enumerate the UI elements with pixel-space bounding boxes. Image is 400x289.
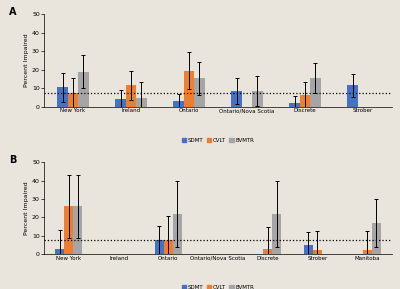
Bar	[173, 214, 182, 254]
Bar	[136, 98, 147, 107]
Bar	[252, 91, 263, 107]
Bar	[68, 93, 78, 107]
Bar	[164, 240, 173, 254]
Legend: SDMT, CVLT, BVMTR: SDMT, CVLT, BVMTR	[181, 285, 255, 289]
Bar	[231, 91, 242, 107]
Bar	[78, 72, 89, 107]
Bar	[272, 214, 281, 254]
Bar	[126, 86, 136, 107]
Bar	[115, 99, 126, 107]
Bar	[64, 206, 73, 254]
Bar	[56, 249, 64, 254]
Bar	[263, 249, 272, 254]
Bar	[310, 78, 321, 107]
Bar	[289, 103, 300, 107]
Bar	[372, 223, 380, 254]
Text: A: A	[9, 7, 17, 17]
Bar	[347, 86, 358, 107]
Y-axis label: Percent Impaired: Percent Impaired	[24, 181, 29, 235]
Text: B: B	[9, 155, 16, 165]
Bar	[304, 245, 313, 254]
Bar	[184, 71, 194, 107]
Legend: SDMT, CVLT, BVMTR: SDMT, CVLT, BVMTR	[181, 137, 255, 143]
Bar	[155, 240, 164, 254]
Bar	[194, 78, 205, 107]
Bar	[73, 206, 82, 254]
Bar	[300, 95, 310, 107]
Bar	[173, 101, 184, 107]
Bar	[57, 87, 68, 107]
Bar	[313, 250, 322, 254]
Bar	[363, 250, 372, 254]
Y-axis label: Percent Impaired: Percent Impaired	[24, 34, 29, 87]
